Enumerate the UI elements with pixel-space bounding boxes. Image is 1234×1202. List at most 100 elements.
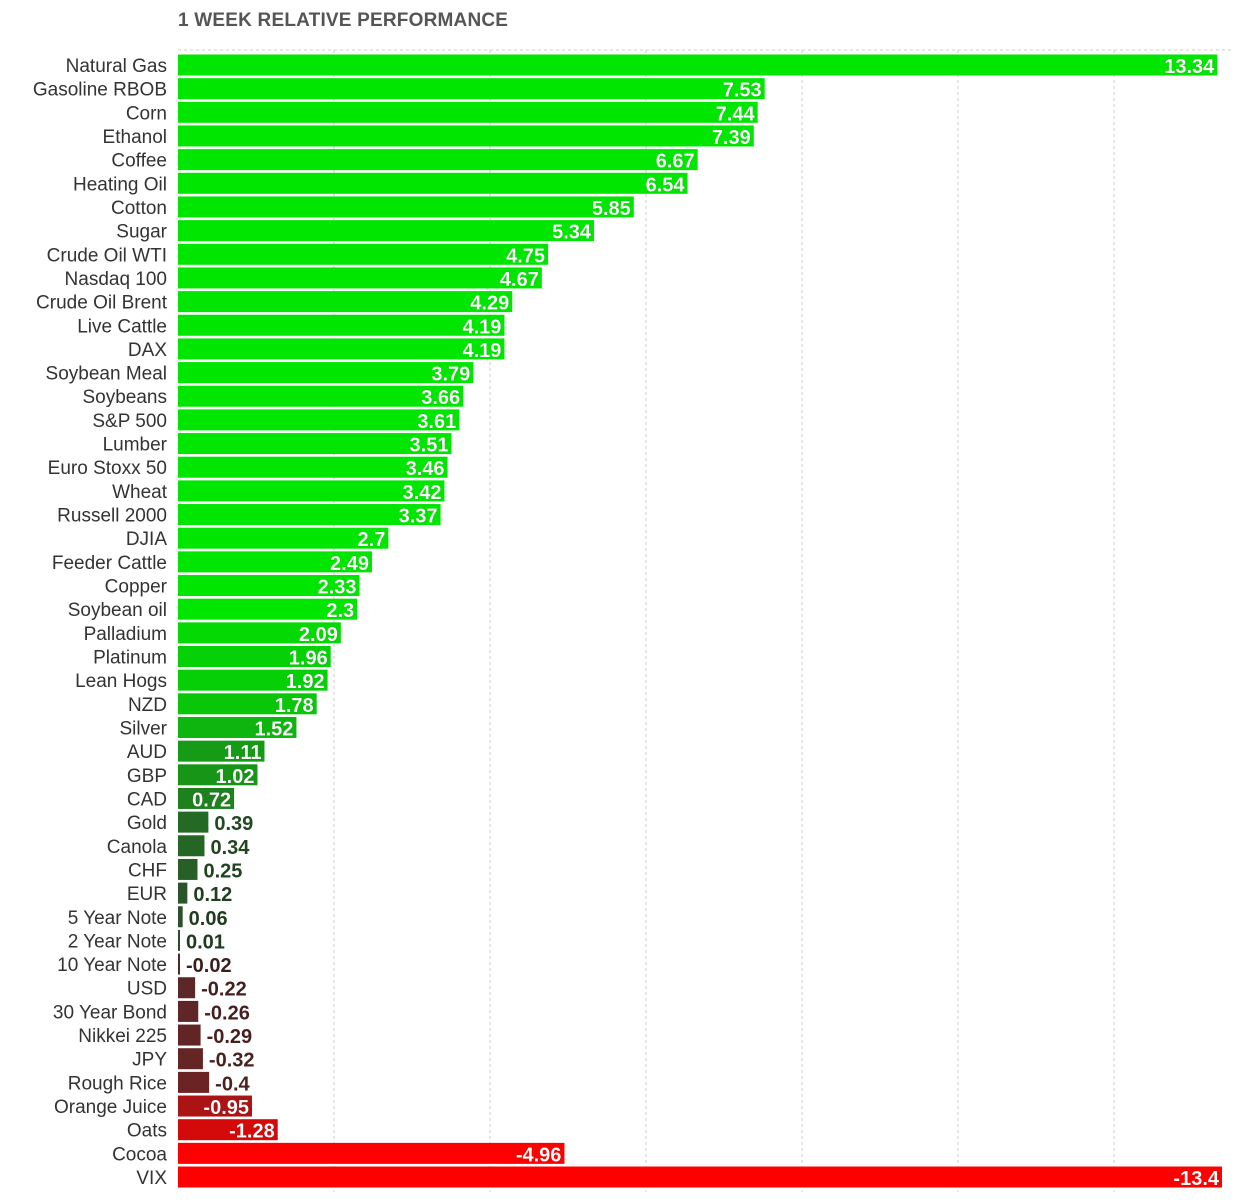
value-label-rough-rice: -0.4 (215, 1073, 250, 1095)
value-label-djia: 2.7 (358, 529, 386, 551)
category-label-natural-gas: Natural Gas (66, 56, 167, 77)
category-label-dax: DAX (128, 340, 167, 361)
value-label-copper: 2.33 (318, 577, 357, 599)
category-label-2-year-note: 2 Year Note (68, 931, 167, 952)
category-label-chf: CHF (128, 860, 167, 881)
value-label-crude-oil-brent: 4.29 (470, 293, 509, 315)
category-label-nzd: NZD (128, 695, 167, 716)
bar-canola (178, 835, 205, 857)
category-label-eur: EUR (127, 884, 167, 905)
category-label-10-year-note: 10 Year Note (57, 955, 167, 976)
value-label-gold: 0.39 (214, 813, 253, 835)
category-label-nasdaq-100: Nasdaq 100 (65, 269, 167, 290)
value-label-canola: 0.34 (210, 837, 250, 859)
bar-sugar (178, 220, 595, 242)
value-label-feeder-cattle: 2.49 (330, 553, 369, 575)
bar-crude-oil-wti (178, 243, 549, 265)
bar-cocoa (178, 1142, 565, 1164)
category-label-usd: USD (127, 979, 167, 1000)
category-label-coffee: Coffee (111, 151, 167, 172)
bar-coffee (178, 149, 698, 171)
bar-gasoline-rbob (178, 78, 765, 100)
category-label-silver: Silver (119, 718, 167, 739)
bar-nasdaq-100 (178, 267, 542, 289)
value-label-silver: 1.52 (254, 718, 293, 740)
category-label-gasoline-rbob: Gasoline RBOB (33, 80, 167, 101)
bar-wheat (178, 480, 445, 502)
value-label-nasdaq-100: 4.67 (500, 269, 539, 291)
category-label-lean-hogs: Lean Hogs (75, 671, 167, 692)
category-label-soybean-oil: Soybean oil (68, 600, 167, 621)
category-label-live-cattle: Live Cattle (77, 316, 167, 337)
category-label-crude-oil-wti: Crude Oil WTI (47, 245, 167, 266)
category-label-canola: Canola (107, 837, 168, 858)
value-label-chf: 0.25 (203, 860, 242, 882)
value-label-5-year-note: 0.06 (189, 908, 228, 930)
bar-djia (178, 527, 389, 549)
category-label-rough-rice: Rough Rice (68, 1073, 167, 1094)
bar-30-year-bond (178, 1000, 199, 1022)
category-label-cotton: Cotton (111, 198, 167, 219)
bar-ethanol (178, 125, 754, 147)
value-label-lean-hogs: 1.92 (286, 671, 325, 693)
value-label-ethanol: 7.39 (712, 127, 751, 149)
bar-rough-rice (178, 1071, 210, 1093)
chart-title: 1 WEEK RELATIVE PERFORMANCE (178, 10, 509, 31)
value-label-dax: 4.19 (463, 340, 502, 362)
category-label-lumber: Lumber (103, 435, 168, 456)
bar-nzd (178, 693, 317, 715)
bar-nikkei-225 (178, 1024, 201, 1046)
category-label-soybean-meal: Soybean Meal (46, 364, 167, 385)
value-label-usd: -0.22 (201, 979, 247, 1001)
bar-crude-oil-brent (178, 291, 513, 313)
value-label-russell-2000: 3.37 (399, 506, 438, 528)
category-label-orange-juice: Orange Juice (54, 1097, 167, 1118)
bar-cotton (178, 196, 634, 218)
bar-10-year-note (178, 953, 180, 975)
category-label-jpy: JPY (132, 1050, 167, 1071)
bar-cad (178, 787, 235, 809)
bar-usd (178, 977, 196, 999)
category-label-wheat: Wheat (112, 482, 168, 503)
value-label-soybean-oil: 2.3 (326, 600, 354, 622)
category-label-ethanol: Ethanol (103, 127, 167, 148)
bar-live-cattle (178, 314, 505, 336)
value-label-orange-juice: -0.95 (203, 1097, 249, 1119)
value-label-natural-gas: 13.34 (1164, 56, 1215, 78)
category-label-oats: Oats (127, 1121, 167, 1142)
bar-platinum (178, 646, 331, 667)
bar-layer (178, 54, 1222, 1188)
category-label-nikkei-225: Nikkei 225 (78, 1026, 167, 1047)
value-label-wheat: 3.42 (403, 482, 442, 504)
value-label-gasoline-rbob: 7.53 (723, 80, 762, 102)
category-label-cocoa: Cocoa (112, 1144, 167, 1165)
category-label-gold: Gold (127, 813, 167, 834)
bar-silver (178, 716, 297, 738)
value-label-jpy: -0.32 (209, 1050, 255, 1072)
category-label-30-year-bond: 30 Year Bond (53, 1002, 167, 1023)
bar-euro-stoxx-50 (178, 456, 448, 478)
bar-soybean-oil (178, 598, 358, 620)
value-label-30-year-bond: -0.26 (204, 1002, 250, 1024)
bar-heating-oil (178, 172, 688, 194)
category-label-crude-oil-brent: Crude Oil Brent (36, 293, 168, 314)
category-label-corn: Corn (126, 103, 167, 124)
bar-russell-2000 (178, 504, 441, 526)
bar-soybean-meal (178, 362, 474, 384)
value-label-nikkei-225: -0.29 (207, 1026, 253, 1048)
category-label-euro-stoxx-50: Euro Stoxx 50 (48, 458, 167, 479)
bar-lumber (178, 433, 452, 455)
value-label-sugar: 5.34 (552, 222, 592, 244)
category-label-djia: DJIA (126, 529, 168, 550)
value-label-aud: 1.11 (224, 742, 262, 764)
bar-dax (178, 338, 505, 360)
bar-vix (178, 1166, 1222, 1188)
bar-gold (178, 811, 209, 833)
category-label-5-year-note: 5 Year Note (68, 908, 167, 929)
value-label-cocoa: -4.96 (516, 1144, 562, 1166)
bar-natural-gas (178, 54, 1218, 76)
bar-eur (178, 882, 188, 904)
category-label-sugar: Sugar (116, 222, 167, 243)
